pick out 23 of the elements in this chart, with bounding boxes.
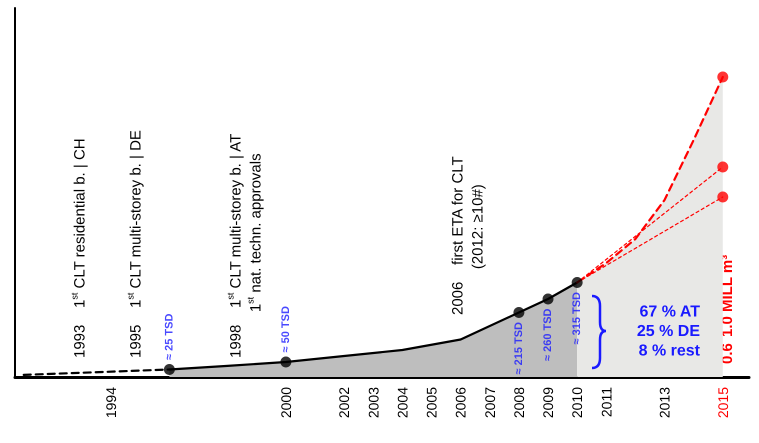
data-label: ≈ 50 TSD <box>280 306 292 352</box>
x-tick-label: 2007 <box>482 386 498 418</box>
data-label: ≈ 215 TSD <box>512 322 525 375</box>
x-tick-label: 2005 <box>424 386 440 418</box>
annotation: 67 % AT 25 % DE 8 % rest <box>636 303 701 360</box>
data-label: ≈ 260 TSD <box>542 308 554 362</box>
x-tick-label: 2009 <box>540 386 556 418</box>
x-tick-label: 2003 <box>365 386 382 418</box>
x-tick-label: 2002 <box>336 386 352 418</box>
annotation: 1995 1st CLT multi-storey b. | DE <box>126 130 144 358</box>
annotation: 1993 1st CLT residential b. | CH <box>70 138 88 358</box>
x-tick-label: 2013 <box>656 386 673 418</box>
x-tick-label: 2004 <box>394 386 410 418</box>
x-tick-label: 2008 <box>510 386 527 418</box>
x-tick-label: 2010 <box>569 386 586 418</box>
annotation: 2006 first ETA for CLT (2012: ≥10#) <box>450 156 486 315</box>
data-label: ≈ 25 TSD <box>163 314 176 360</box>
x-tick-label: 2000 <box>278 386 294 418</box>
x-tick-label: 2011 <box>598 386 614 418</box>
data-label: ≈ 315 TSD <box>571 292 584 345</box>
x-tick-label: 1994 <box>103 386 120 418</box>
x-tick-label: 2015 <box>714 386 731 418</box>
x-tick-label: 2006 <box>452 386 469 418</box>
